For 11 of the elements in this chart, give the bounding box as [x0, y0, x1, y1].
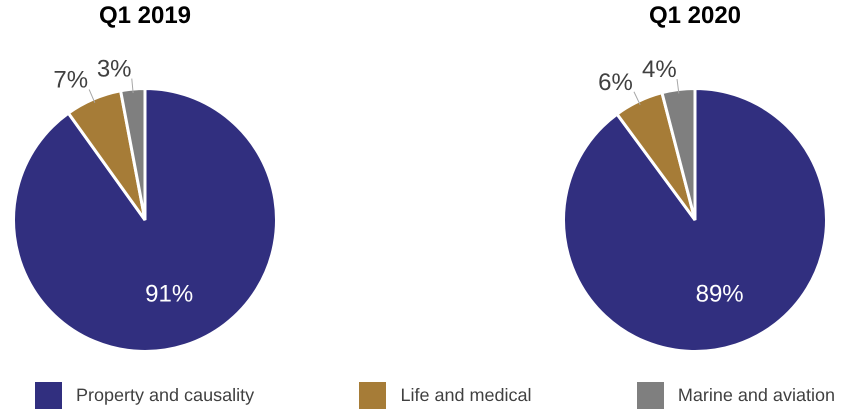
data-label: 89% [696, 280, 744, 308]
data-label: 6% [598, 69, 633, 96]
chart-title: Q1 2020 [648, 2, 742, 30]
legend-label: Marine and aviation [678, 384, 835, 406]
data-label: 91% [145, 280, 194, 308]
legend-label: Life and medical [400, 384, 532, 406]
data-label: 7% [53, 66, 88, 94]
chart-title: Q1 2019 [98, 2, 192, 30]
data-label: 4% [642, 56, 677, 84]
data-label: 3% [96, 56, 132, 83]
legend-label: Property and causality [76, 384, 254, 406]
